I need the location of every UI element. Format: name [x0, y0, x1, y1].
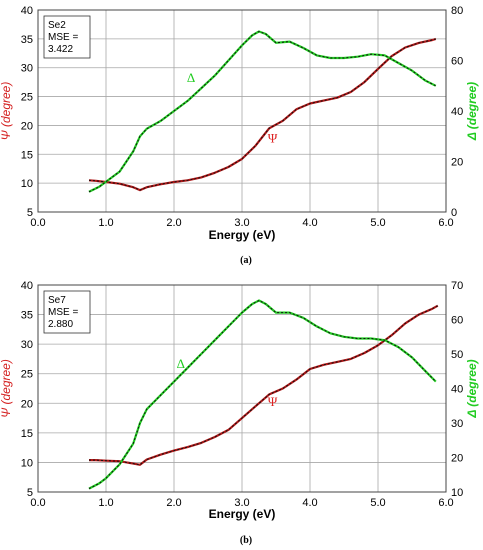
y-left-tick-label: 25	[21, 92, 33, 104]
y-right-tick-label: 60	[451, 56, 463, 68]
x-tick-label: 1.0	[98, 497, 113, 509]
fit-line-psi	[89, 305, 439, 466]
x-tick-label: 1.0	[98, 217, 113, 229]
x-axis-label: Energy (eV)	[209, 507, 276, 521]
legend-line: MSE =	[48, 32, 78, 43]
series-line-psi	[88, 37, 437, 192]
legend-line: MSE =	[48, 307, 78, 318]
y-left-axis-label: Ψ (degree)	[0, 359, 13, 418]
legend-frame	[43, 15, 91, 59]
fit-line-psi	[88, 38, 436, 191]
x-tick-label: 0.0	[30, 497, 45, 509]
legend-line: 2.880	[48, 319, 73, 330]
series-line-delta	[88, 299, 437, 490]
y-right-tick-label: 20	[451, 453, 463, 465]
y-left-tick-label: 15	[21, 428, 33, 440]
chart-a: 0.0 1.0 2.0 3.0 4.0 5.0 6.0 5 10 15 20 25 30 35 40 0 20 4…	[0, 5, 479, 266]
y-right-tick-label: 40	[451, 106, 463, 118]
legend-frame	[43, 290, 91, 334]
legend-line: 3.422	[48, 44, 73, 55]
y-left-tick-label: 25	[21, 369, 33, 381]
y-left-tick-label: 40	[21, 5, 33, 17]
figure-caption: (a)	[240, 255, 252, 266]
figure-caption: (b)	[240, 535, 252, 546]
y-right-tick-label: 20	[451, 157, 463, 169]
series-annotation: Ψ	[268, 131, 278, 146]
y-right-tick-label: 30	[451, 418, 463, 430]
x-tick-label: 6.0	[438, 217, 453, 229]
x-tick-label: 2.0	[166, 497, 181, 509]
x-tick-label: 4.0	[302, 217, 317, 229]
series-line-psi	[89, 304, 439, 466]
legend-line: Se2	[48, 20, 66, 31]
y-left-tick-label: 10	[21, 178, 33, 190]
y-left-tick-label: 20	[21, 120, 33, 132]
y-right-tick-label: 80	[451, 5, 463, 17]
plot-frame	[37, 284, 447, 493]
chart-b: 0.0 1.0 2.0 3.0 4.0 5.0 6.0 5 10 15 20 25 30 35 40 10 20…	[0, 280, 479, 546]
series-annotation: Ψ	[268, 394, 278, 409]
x-tick-label: 2.0	[166, 217, 181, 229]
y-left-tick-label: 30	[21, 339, 33, 351]
x-tick-label: 5.0	[370, 497, 385, 509]
y-right-tick-label: 10	[451, 487, 463, 499]
x-axis-label: Energy (eV)	[209, 228, 276, 242]
y-right-tick-label: 0	[451, 207, 457, 219]
x-tick-label: 6.0	[438, 497, 453, 509]
x-tick-label: 0.0	[30, 217, 45, 229]
y-right-tick-label: 40	[451, 384, 463, 396]
y-left-tick-label: 5	[27, 207, 33, 219]
series-annotation: Δ	[177, 356, 185, 371]
x-tick-label: 5.0	[370, 217, 385, 229]
series-annotation: Δ	[187, 70, 195, 85]
y-left-tick-label: 15	[21, 149, 33, 161]
y-left-tick-label: 30	[21, 63, 33, 75]
y-right-tick-label: 50	[451, 349, 463, 361]
fit-line-delta	[88, 30, 437, 193]
plot-frame	[37, 9, 447, 213]
y-left-tick-label: 20	[21, 398, 33, 410]
x-tick-label: 3.0	[234, 497, 249, 509]
x-tick-label: 3.0	[234, 217, 249, 229]
y-right-axis-label: Δ (degree)	[465, 82, 479, 141]
y-right-tick-label: 70	[451, 280, 463, 292]
x-tick-label: 4.0	[302, 497, 317, 509]
y-left-tick-label: 10	[21, 457, 33, 469]
legend-line: Se7	[48, 295, 66, 306]
y-right-tick-label: 60	[451, 315, 463, 327]
y-left-tick-label: 35	[21, 34, 33, 46]
fit-line-delta	[88, 299, 437, 490]
y-left-tick-label: 5	[27, 487, 33, 499]
y-left-axis-label: Ψ (degree)	[0, 82, 13, 141]
y-left-tick-label: 40	[21, 280, 33, 292]
y-right-axis-label: Δ (degree)	[465, 359, 479, 418]
y-left-tick-label: 35	[21, 310, 33, 322]
